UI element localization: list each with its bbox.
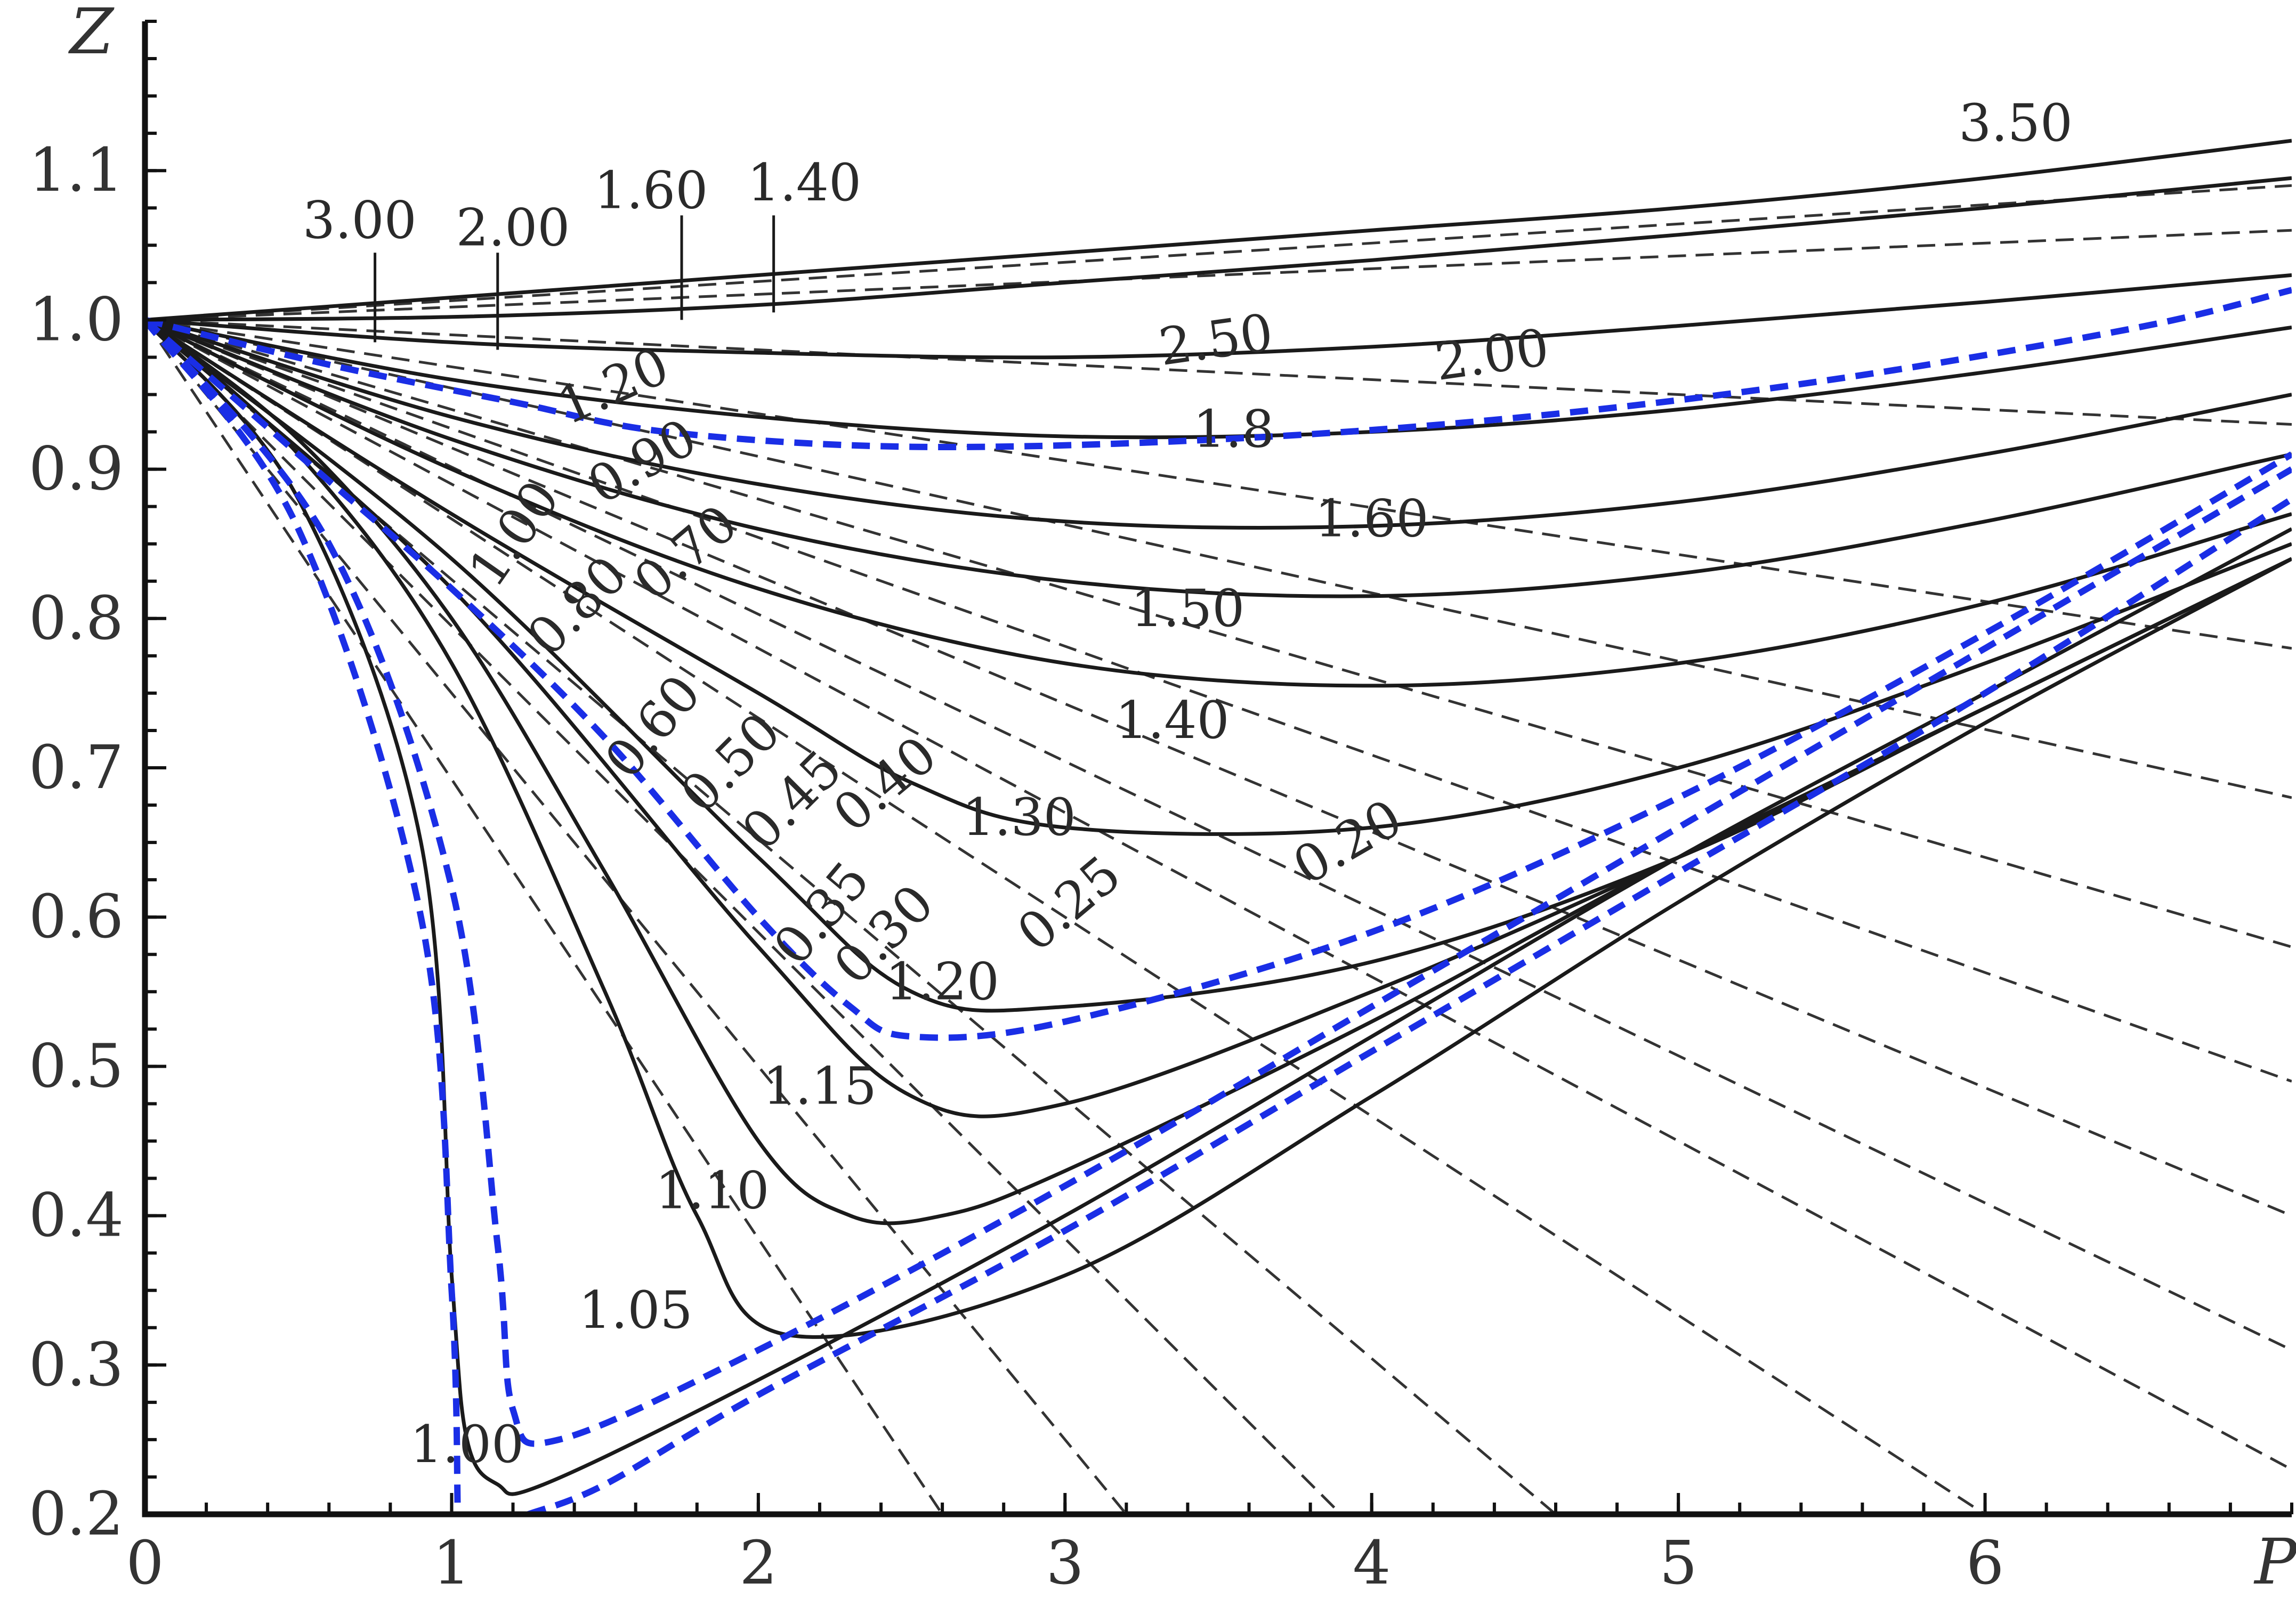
series-dashed-17 bbox=[145, 318, 2292, 799]
curve-label: 1.05 bbox=[579, 1280, 693, 1340]
curve-label: 1.10 bbox=[656, 1161, 770, 1221]
curve-label: 2.50 bbox=[1155, 302, 1276, 377]
curves-layer bbox=[145, 139, 2292, 1514]
series-dashed-19 bbox=[145, 319, 2292, 1083]
series-blue-30 bbox=[145, 318, 461, 1514]
curve-label: 1.40 bbox=[747, 153, 861, 213]
y-tick-label: 1.1 bbox=[29, 136, 124, 205]
series-solid-4 bbox=[145, 318, 2292, 530]
series-blue-29 bbox=[145, 317, 2292, 1041]
y-tick-label: 0.9 bbox=[29, 435, 124, 504]
x-tick-label: 3 bbox=[1046, 1529, 1084, 1598]
series-dashed-27 bbox=[145, 319, 944, 1514]
curve-label: 1.50 bbox=[1131, 579, 1245, 638]
series-dashed-14 bbox=[145, 229, 2292, 321]
series-solid-3 bbox=[145, 318, 2292, 440]
series-solid-10 bbox=[145, 318, 2292, 1225]
series-solid-11 bbox=[145, 318, 2292, 1339]
series-solid-5 bbox=[145, 318, 2292, 598]
y-tick-label: 1.0 bbox=[29, 285, 124, 354]
curve-label: 1.60 bbox=[1315, 489, 1429, 549]
series-dashed-22 bbox=[145, 319, 2292, 1471]
curve-label: 1.40 bbox=[1115, 691, 1230, 750]
x-tick-label: 4 bbox=[1353, 1529, 1390, 1598]
x-tick-label: 6 bbox=[1966, 1529, 2004, 1598]
x-axis-title: P bbox=[2253, 1525, 2296, 1598]
labels-layer: 0.20.30.40.50.60.70.80.91.01.10 1 2 3 4 5 6ZP3… bbox=[29, 0, 2296, 1598]
curve-label: 1.8 bbox=[1193, 400, 1274, 459]
curve-label: 1.15 bbox=[763, 1056, 877, 1116]
series-dashed-16 bbox=[145, 318, 2292, 650]
curve-label: 2.00 bbox=[456, 198, 570, 257]
series-blue-28 bbox=[145, 287, 2292, 451]
series-blue-31 bbox=[145, 318, 2292, 1447]
x-tick-label: 0 bbox=[126, 1529, 164, 1598]
x-tick-label: 2 bbox=[739, 1529, 777, 1598]
curve-label: 1.00 bbox=[410, 1415, 524, 1474]
x-tick-label: 5 bbox=[1660, 1529, 1697, 1598]
series-solid-0 bbox=[145, 139, 2292, 322]
curve-label: 1.20 bbox=[885, 952, 999, 1011]
series-solid-6 bbox=[145, 318, 2292, 688]
axes-layer bbox=[142, 20, 2293, 1517]
series-solid-1 bbox=[145, 176, 2292, 322]
series-dashed-15 bbox=[145, 318, 2292, 426]
curve-label: 1.60 bbox=[594, 160, 708, 220]
y-tick-label: 0.4 bbox=[29, 1181, 124, 1251]
series-blue-32 bbox=[527, 496, 2292, 1514]
series-solid-2 bbox=[145, 273, 2292, 360]
y-tick-label: 0.5 bbox=[29, 1032, 124, 1101]
series-dashed-25 bbox=[145, 319, 1342, 1514]
curve-label: 1.30 bbox=[962, 788, 1076, 847]
x-tick-label: 1 bbox=[433, 1529, 471, 1598]
y-axis-title: Z bbox=[68, 0, 115, 68]
series-dashed-23 bbox=[145, 319, 1986, 1514]
curve-label: 0.25 bbox=[1006, 844, 1132, 963]
y-tick-label: 0.2 bbox=[29, 1480, 124, 1549]
series-dashed-18 bbox=[145, 319, 2292, 948]
y-tick-label: 0.8 bbox=[29, 584, 124, 653]
curve-label: 3.00 bbox=[303, 190, 417, 250]
y-tick-label: 0.6 bbox=[29, 882, 124, 952]
series-solid-12 bbox=[145, 319, 2292, 1496]
series-solid-7 bbox=[145, 318, 2292, 836]
curve-label: 3.50 bbox=[1959, 93, 2073, 153]
curve-label: 2.00 bbox=[1432, 317, 1553, 392]
y-tick-label: 0.3 bbox=[29, 1330, 124, 1400]
y-tick-label: 0.7 bbox=[29, 733, 124, 802]
